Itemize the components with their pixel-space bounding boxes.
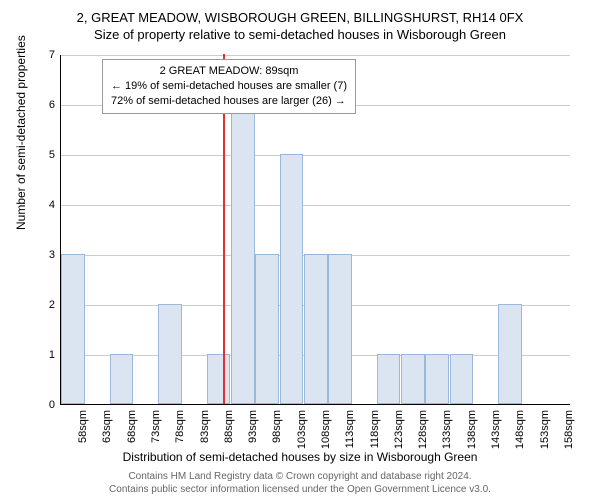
x-tick-label: 123sqm (393, 410, 405, 449)
x-tick-label: 128sqm (417, 410, 429, 449)
y-tick-label: 3 (49, 249, 55, 261)
footer: Contains HM Land Registry data © Crown c… (0, 470, 600, 496)
y-tick-label: 5 (49, 149, 55, 161)
x-tick-label: 63sqm (101, 410, 113, 443)
x-tick-label: 158sqm (563, 410, 575, 449)
legend-box: 2 GREAT MEADOW: 89sqm ← 19% of semi-deta… (102, 59, 356, 114)
histogram-bar (377, 354, 401, 404)
x-tick-label: 98sqm (271, 410, 283, 443)
x-tick-label: 113sqm (344, 410, 356, 448)
x-tick-label: 68sqm (126, 410, 138, 443)
x-tick-label: 133sqm (441, 410, 453, 449)
histogram-bar (328, 254, 352, 404)
y-tick-label: 7 (49, 49, 55, 61)
histogram-bar (280, 154, 304, 404)
x-tick-label: 143sqm (490, 410, 502, 449)
y-tick-label: 1 (49, 349, 55, 361)
gridline (61, 205, 570, 206)
histogram-bar (231, 104, 255, 404)
histogram-bar (304, 254, 328, 404)
x-tick-label: 118sqm (369, 410, 381, 448)
legend-line-smaller: ← 19% of semi-detached houses are smalle… (111, 79, 347, 94)
gridline (61, 55, 570, 56)
title-main: 2, GREAT MEADOW, WISBOROUGH GREEN, BILLI… (0, 0, 600, 25)
x-tick-label: 138sqm (466, 410, 478, 449)
chart-area: 0123456758sqm63sqm68sqm73sqm78sqm83sqm88… (60, 55, 570, 405)
histogram-bar (450, 354, 474, 404)
histogram-bar (207, 354, 231, 404)
footer-line-1: Contains HM Land Registry data © Crown c… (0, 470, 600, 483)
histogram-bar (425, 354, 449, 404)
x-axis-label: Distribution of semi-detached houses by … (0, 450, 600, 464)
x-tick-label: 148sqm (514, 410, 526, 449)
y-axis-label: Number of semi-detached properties (14, 35, 28, 230)
x-tick-label: 83sqm (199, 410, 211, 443)
histogram-bar (498, 304, 522, 404)
y-tick-label: 2 (49, 299, 55, 311)
x-tick-label: 73sqm (150, 410, 162, 443)
gridline (61, 155, 570, 156)
histogram-bar (255, 254, 279, 404)
legend-line-property: 2 GREAT MEADOW: 89sqm (111, 64, 347, 79)
x-tick-label: 108sqm (320, 410, 332, 449)
histogram-bar (158, 304, 182, 404)
x-tick-label: 93sqm (247, 410, 259, 443)
x-tick-label: 58sqm (77, 410, 89, 443)
histogram-bar (61, 254, 85, 404)
x-tick-label: 78sqm (174, 410, 186, 443)
x-tick-label: 88sqm (223, 410, 235, 443)
y-tick-label: 4 (49, 199, 55, 211)
histogram-bar (110, 354, 134, 404)
footer-line-2: Contains public sector information licen… (0, 483, 600, 496)
legend-line-larger: 72% of semi-detached houses are larger (… (111, 94, 347, 109)
histogram-bar (401, 354, 425, 404)
x-tick-label: 153sqm (539, 410, 551, 449)
y-tick-label: 6 (49, 99, 55, 111)
x-tick-label: 103sqm (296, 410, 308, 449)
y-tick-label: 0 (49, 399, 55, 411)
title-sub: Size of property relative to semi-detach… (0, 25, 600, 42)
